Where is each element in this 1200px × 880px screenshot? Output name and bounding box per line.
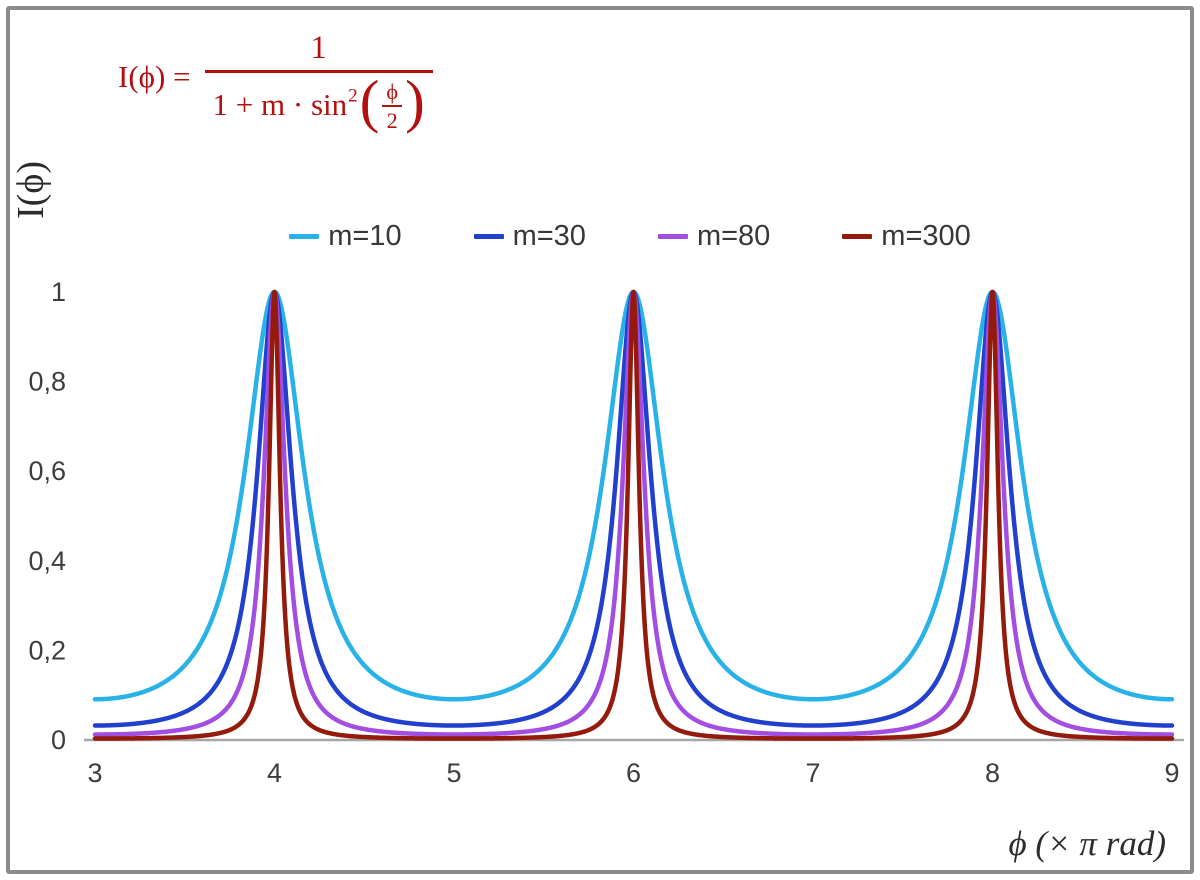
left-paren: ( xyxy=(359,69,380,135)
legend-label: m=300 xyxy=(881,220,971,252)
formula-lhs: I(ϕ) = xyxy=(118,58,191,94)
svg-text:0,6: 0,6 xyxy=(28,456,66,486)
legend-dash xyxy=(289,234,320,239)
formula-fraction: 1 1 + m · sin 2 ( ϕ 2 ) xyxy=(204,30,433,135)
svg-text:5: 5 xyxy=(446,758,461,788)
right-paren: ) xyxy=(405,69,425,135)
svg-text:0,8: 0,8 xyxy=(28,367,66,397)
formula-numerator: 1 xyxy=(310,30,327,66)
svg-text:8: 8 xyxy=(985,758,1000,788)
legend-label: m=10 xyxy=(328,220,402,252)
y-axis-label-wrap: I(ϕ) xyxy=(2,128,60,252)
svg-text:1: 1 xyxy=(51,277,66,307)
svg-text:7: 7 xyxy=(805,758,820,788)
legend-item: m=30 xyxy=(473,220,586,253)
svg-text:0,2: 0,2 xyxy=(28,635,66,665)
svg-text:0: 0 xyxy=(51,725,66,755)
legend-item: m=10 xyxy=(289,220,402,253)
y-axis-label: I(ϕ) xyxy=(10,161,52,219)
legend: m=10 m=30 m=80 m=300 xyxy=(30,220,1200,253)
inner-numerator: ϕ xyxy=(382,79,403,107)
svg-text:6: 6 xyxy=(626,758,641,788)
formula-inner-fraction: ϕ 2 xyxy=(382,79,403,133)
x-axis-label: ϕ (× π rad) xyxy=(1008,824,1166,863)
inner-denominator: 2 xyxy=(386,107,398,133)
formula-den-text: 1 + m · sin xyxy=(212,86,348,122)
legend-item: m=300 xyxy=(842,220,971,253)
legend-dash xyxy=(473,234,504,239)
legend-dash xyxy=(657,234,688,239)
svg-text:4: 4 xyxy=(267,758,282,788)
formula-den-exponent: 2 xyxy=(348,85,358,107)
formula-annotation: I(ϕ) = 1 1 + m · sin 2 ( ϕ 2 ) xyxy=(118,30,433,135)
svg-text:0,4: 0,4 xyxy=(28,546,66,576)
svg-text:9: 9 xyxy=(1164,758,1179,788)
legend-item: m=80 xyxy=(657,220,771,253)
svg-text:3: 3 xyxy=(87,758,102,788)
legend-dash xyxy=(842,234,873,239)
legend-label: m=30 xyxy=(512,220,586,252)
formula-denominator: 1 + m · sin 2 ( ϕ 2 ) xyxy=(204,69,433,135)
legend-label: m=80 xyxy=(696,220,771,252)
